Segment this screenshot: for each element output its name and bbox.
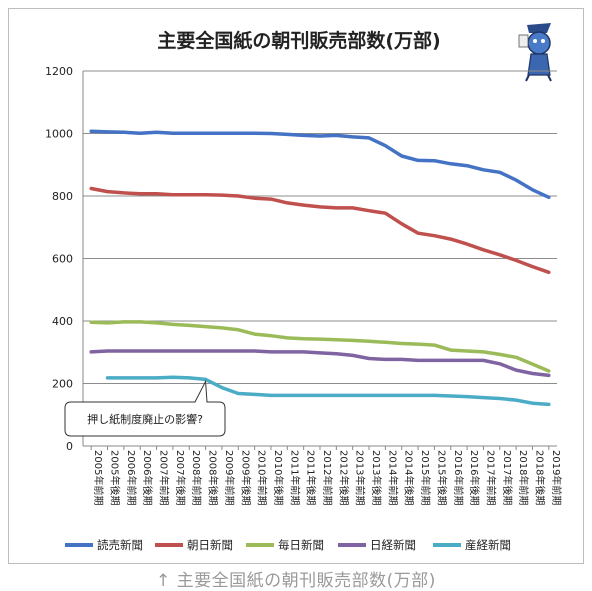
x-tick-label: 2013年前期: [354, 450, 367, 505]
x-tick-label: 2011年後期: [305, 450, 318, 505]
y-tick-label: 600: [52, 253, 73, 266]
series-line: [105, 375, 551, 407]
x-tick-label: 2018年後期: [533, 450, 546, 505]
x-tick-label: 2013年後期: [370, 450, 383, 505]
legend-item: 朝日新聞: [155, 538, 233, 552]
grid-lines: [83, 70, 557, 384]
x-tick-label: 2012年後期: [337, 450, 350, 505]
x-tick-label: 2008年後期: [207, 450, 220, 505]
series-line: [89, 186, 551, 275]
annotation: 押し紙制度廃止の影響?: [64, 379, 226, 437]
x-tick-label: 2015年前期: [419, 450, 432, 505]
legend-item: 日経新聞: [338, 538, 416, 552]
x-tick-label: 2009年後期: [239, 450, 252, 505]
mascot-logo: [518, 23, 552, 82]
series-line: [89, 129, 551, 200]
x-tick-label: 2006年後期: [141, 450, 154, 505]
axes: [82, 71, 557, 450]
x-tick-label: 2016年後期: [468, 450, 481, 505]
chart-title: 主要全国紙の朝刊販売部数(万部): [157, 29, 440, 52]
x-tick-label: 2006年前期: [125, 450, 138, 505]
legend: 読売新聞 朝日新聞 毎日新聞 日経新聞 産経新聞: [65, 538, 511, 552]
x-tick-label: 2009年前期: [223, 450, 236, 505]
chart-svg: 主要全国紙の朝刊販売部数(万部) 0 200 400 600 800 1000 1200 2…: [45, 23, 563, 552]
legend-item: 読売新聞: [65, 538, 143, 552]
annotation-text: 押し紙制度廃止の影響?: [87, 412, 203, 426]
x-tick-label: 2017年前期: [484, 450, 497, 505]
x-tick-label: 2010年前期: [256, 450, 269, 505]
series-line: [89, 320, 551, 373]
y-tick-label: 400: [52, 315, 73, 328]
x-tick-label: 2012年前期: [321, 450, 334, 505]
x-tick-label: 2016年前期: [452, 450, 465, 505]
figure-caption: ↑ 主要全国紙の朝刊販売部数(万部): [156, 571, 436, 591]
x-axis-ticks: 2005年前期 2005年後期 2006年前期 2006年後期 2007年前期 2007年…: [92, 450, 563, 505]
chart-frame: 主要全国紙の朝刊販売部数(万部) 0 200 400 600 800 1000 1200 2…: [8, 8, 584, 564]
legend-label: 日経新聞: [370, 538, 416, 552]
x-tick-label: 2011年前期: [288, 450, 301, 505]
annotation-callout: [64, 379, 226, 437]
x-tick-label: 2005年前期: [92, 450, 105, 505]
legend-item: 産経新聞: [433, 538, 511, 552]
x-tick-label: 2018年前期: [517, 450, 530, 505]
x-tick-label: 2014年後期: [403, 450, 416, 505]
y-tick-label: 800: [52, 190, 73, 203]
x-tick-label: 2019年前期: [550, 450, 563, 505]
legend-item: 毎日新聞: [246, 538, 324, 552]
legend-label: 読売新聞: [97, 538, 143, 552]
y-tick-label: 200: [52, 378, 73, 391]
x-tick-label: 2014年前期: [386, 450, 399, 505]
x-tick-label: 2010年後期: [272, 450, 285, 505]
y-axis-ticks: 0 200 400 600 800 1000 1200: [45, 65, 73, 453]
legend-label: 毎日新聞: [278, 538, 324, 552]
series-line: [89, 349, 551, 378]
legend-label: 産経新聞: [465, 538, 511, 552]
y-tick-label: 1200: [45, 65, 73, 78]
y-tick-label: 1000: [45, 128, 73, 141]
x-tick-label: 2007年後期: [174, 450, 187, 505]
x-tick-label: 2007年前期: [158, 450, 171, 505]
series-lines: [89, 129, 551, 407]
legend-label: 朝日新聞: [187, 538, 233, 552]
y-tick-label: 0: [66, 440, 73, 453]
x-tick-label: 2008年前期: [190, 450, 203, 505]
x-tick-label: 2005年後期: [109, 450, 122, 505]
x-tick-label: 2017年後期: [501, 450, 514, 505]
x-tick-label: 2015年後期: [435, 450, 448, 505]
